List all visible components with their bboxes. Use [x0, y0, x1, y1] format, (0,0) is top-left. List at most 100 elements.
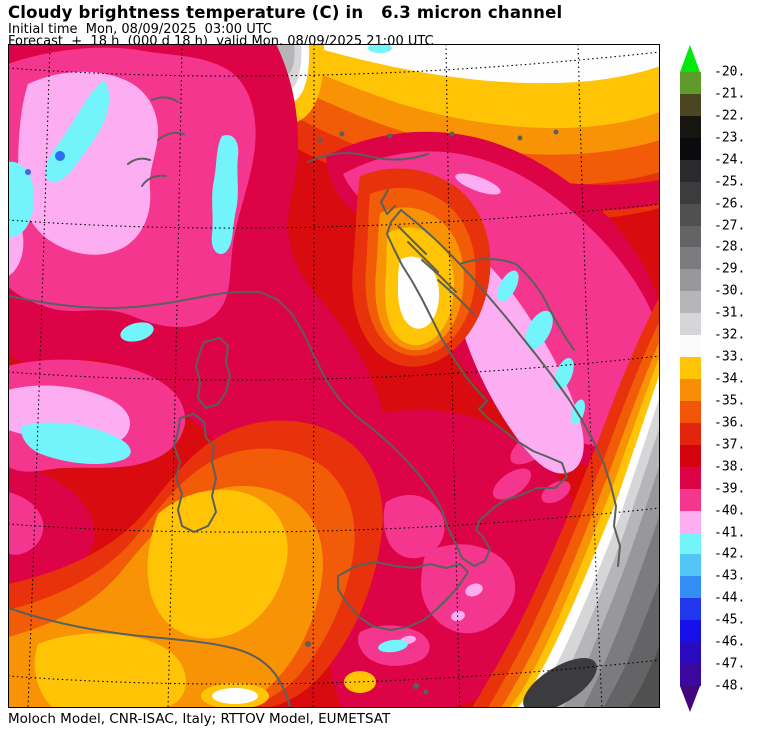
border-balkans-1: [459, 258, 517, 265]
grid-parallel-3: [8, 355, 660, 381]
cyan-left-lower: [21, 422, 131, 465]
colorbar-tick-label: -39.: [714, 481, 746, 497]
alps-dot-5: [517, 135, 523, 141]
colorbar-cell: [680, 620, 701, 643]
colorbar-tick-label: -37.: [714, 437, 746, 453]
colorbar-cell: [680, 379, 701, 402]
colorbar-tick-label: -34.: [714, 371, 746, 387]
coast-sardinia: [173, 413, 217, 533]
island-dot-2: [423, 689, 429, 695]
colorbar-cell: [680, 335, 701, 358]
coast-dalmatian-island-4: [437, 279, 475, 315]
magenta-puglia-2: [492, 468, 532, 500]
colorbar-cell: [680, 313, 701, 336]
colorbar-tick-label: -31.: [714, 305, 746, 321]
colorbar-tick-label: -45.: [714, 612, 746, 628]
colorbar-cell: [680, 664, 701, 687]
colorbar-cell: [680, 203, 701, 226]
colorbar-cell: [680, 488, 701, 512]
alps-mark-4: [141, 174, 167, 187]
island-dot-3: [305, 641, 311, 647]
wedge-gray-5: [603, 579, 660, 708]
alps-dot-6: [553, 129, 559, 135]
grid-parallel-5: [8, 659, 660, 685]
field-top-white-strip: [303, 44, 660, 84]
alps-mark-3: [157, 131, 185, 141]
coast-north-africa: [8, 607, 291, 708]
colorbar-tick-label: -46.: [714, 634, 746, 650]
coast-italy: [259, 209, 568, 567]
page-title: Cloudy brightness temperature (C) in 6.3…: [8, 3, 563, 22]
colorbar-cell: [680, 532, 701, 555]
colorbar-tick-label: -26.: [714, 196, 746, 212]
colorbar-cell: [680, 181, 701, 205]
colorbar-tick-label: -32.: [714, 327, 746, 343]
alps-mark-1: [127, 157, 151, 165]
colorbar-tick-label: -30.: [714, 283, 746, 299]
colorbar-cell: [680, 598, 701, 621]
cyan-south-streak: [378, 639, 408, 653]
coast-sicily: [337, 561, 469, 631]
colorbar-tick-label: -25.: [714, 174, 746, 190]
colorbar-cell: [680, 269, 701, 292]
alps-dot-2: [339, 131, 345, 137]
southwest-gold-corner: [34, 633, 186, 708]
map-frame: [8, 44, 660, 708]
colorbar-tick-label: -36.: [714, 415, 746, 431]
coast-istria: [380, 189, 396, 215]
colorbar-tick-label: -38.: [714, 459, 746, 475]
colorbar-cell: [680, 357, 701, 380]
cyan-adriatic-2: [525, 310, 553, 350]
coast-croatia: [400, 209, 621, 567]
cyan-adriatic-3: [554, 357, 574, 391]
cyan-adriatic-1: [497, 270, 519, 302]
colorbar-cell: [680, 291, 701, 314]
blue-cold-spot: [55, 151, 65, 161]
colorbar-tick-label: -20.: [714, 64, 746, 80]
colorbar-tick-label: -43.: [714, 568, 746, 584]
weather-map: [8, 44, 660, 708]
crimson-left-band: [8, 462, 95, 584]
lightpink-northwest: [18, 71, 159, 255]
colorbar-cell: [680, 93, 701, 117]
blue-cold-spot-small: [25, 169, 31, 175]
colorbar-tick-label: -40.: [714, 503, 746, 519]
colorbar-cell: [680, 554, 701, 577]
colorbar-tick-label: -29.: [714, 261, 746, 277]
colorbar-tick-label: -23.: [714, 130, 746, 146]
lat-lon-grid: [8, 44, 660, 708]
cyan-top-sliver: [368, 44, 392, 53]
island-dot-1: [413, 683, 419, 689]
coast-dalmatian-island-3: [421, 259, 457, 293]
alps-dot-3: [387, 133, 393, 139]
alps-border-squiggle: [307, 152, 429, 163]
colorbar-cell: [680, 225, 701, 248]
lightpink-sliver: [455, 173, 501, 195]
colorbar-tick-label: -48.: [714, 678, 746, 694]
magenta-swirl-2: [472, 561, 500, 583]
colorbar-cell: [680, 247, 701, 270]
lightpink-south-1: [465, 583, 483, 597]
colorbar-tick-label: -47.: [714, 656, 746, 672]
wedge-gray-6: [628, 644, 660, 708]
colorbar-cell: [680, 642, 701, 665]
initial-time-line: Initial time Mon, 08/09/2025 03:00 UTC: [8, 22, 272, 37]
colorbar-cell: [680, 576, 701, 599]
colorbar-cell: [680, 466, 701, 490]
southwest-white-spot: [212, 688, 258, 704]
colorbar-tick-label: -22.: [714, 108, 746, 124]
colorbar-tick-label: -24.: [714, 152, 746, 168]
colorbar-cell: [680, 72, 701, 95]
colorbar-arrow-down: [680, 686, 700, 712]
cyan-vertical-streak: [211, 134, 239, 254]
coast-corsica: [195, 337, 231, 409]
colorbar-tick-label: -42.: [714, 546, 746, 562]
border-balkans-2: [515, 263, 575, 351]
colorbar-tick-label: -41.: [714, 525, 746, 540]
colorbar-tick-label: -21.: [714, 86, 746, 102]
alps-mark-2: [151, 96, 179, 103]
grid-parallel-1: [8, 51, 660, 77]
alps-dot-1: [317, 137, 323, 143]
colorbar-cell: [680, 159, 701, 183]
